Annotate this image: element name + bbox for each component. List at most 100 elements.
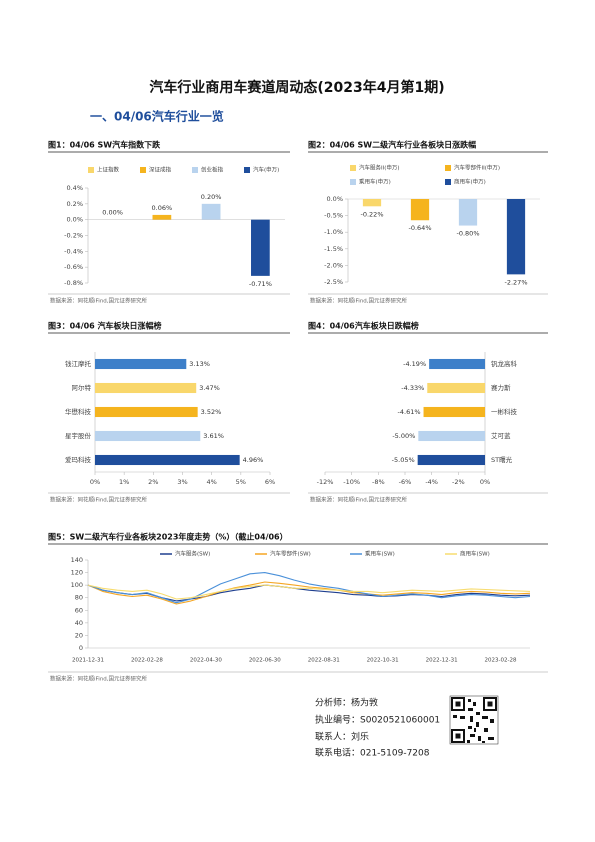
legend-swatch — [192, 167, 198, 173]
x-tick-label: -6% — [399, 478, 412, 486]
category-label: 钒龙高科 — [491, 359, 518, 368]
value-label: -0.80% — [457, 230, 480, 238]
y-tick-label: -0.5% — [324, 212, 343, 220]
category-label: ST曙光 — [491, 455, 513, 464]
y-tick-label: 0.4% — [66, 184, 83, 192]
x-tick-label: -2% — [452, 478, 465, 486]
value-label: 3.47% — [199, 384, 220, 392]
x-tick-label: 2022-08-31 — [308, 658, 340, 664]
y-tick-label: 60 — [75, 606, 83, 614]
value-label: -2.27% — [505, 278, 528, 286]
legend-swatch — [445, 179, 451, 185]
value-label: -5.00% — [392, 432, 415, 440]
bar — [95, 406, 198, 418]
legend-swatch — [244, 167, 250, 173]
x-tick-label: 1% — [119, 478, 129, 486]
legend-label: 上证指数 — [97, 166, 120, 174]
category-label: 钱江摩托 — [65, 359, 92, 368]
legend-label: 汽车零部件(SW) — [270, 550, 311, 558]
category-label: 星宇股份 — [65, 431, 92, 440]
y-tick-label: -2.0% — [324, 261, 343, 269]
bar — [427, 382, 485, 394]
legend-label: 汽车服务II(申万) — [359, 164, 400, 172]
qr-code — [449, 695, 499, 745]
value-label: 4.96% — [243, 456, 264, 464]
bar — [95, 454, 240, 466]
figure-caption: 图1：04/06 SW汽车指数下跌 — [48, 140, 161, 150]
legend-label: 汽车服务(SW) — [175, 550, 210, 558]
y-tick-label: 0.0% — [326, 195, 343, 203]
source-note: 数据来源：同花顺iFind,国元证券研究所 — [50, 297, 148, 305]
bar — [201, 203, 221, 220]
x-tick-label: 5% — [236, 478, 246, 486]
phone: 联系电话：021-5109-7208 — [315, 747, 430, 759]
y-tick-label: -1.0% — [324, 228, 343, 236]
y-tick-label: 0 — [79, 644, 83, 652]
bar — [152, 214, 172, 220]
value-label: -0.71% — [249, 280, 272, 288]
source-note: 数据来源：同花顺iFind,国元证券研究所 — [310, 297, 408, 305]
bar — [429, 358, 485, 370]
x-tick-label: 0% — [90, 478, 100, 486]
series-line — [87, 572, 531, 604]
value-label: -4.19% — [403, 360, 426, 368]
source-note: 数据来源：同花顺iFind,国元证券研究所 — [50, 496, 148, 504]
value-label: -4.33% — [401, 384, 424, 392]
bar — [506, 199, 526, 275]
x-tick-label: 2022-10-31 — [367, 658, 399, 664]
y-tick-label: 20 — [75, 631, 83, 639]
analyst: 分析师：杨为敩 — [315, 697, 378, 709]
bar — [251, 219, 270, 276]
y-tick-label: 0.2% — [66, 200, 83, 208]
bar — [410, 199, 430, 221]
bar — [423, 406, 485, 418]
y-tick-label: 40 — [75, 619, 83, 627]
category-label: 阿尔特 — [72, 383, 92, 392]
legend-label: 乘用车(申万) — [359, 178, 391, 186]
legend-swatch — [88, 167, 94, 173]
license: 执业编号：S0020521060001 — [315, 714, 440, 726]
category-label: 华懋科技 — [65, 407, 92, 416]
series-line — [87, 584, 531, 600]
category-label: 一彬科技 — [491, 407, 518, 416]
section-title: 一、04/06汽车行业一览 — [90, 109, 224, 124]
bar — [418, 430, 485, 442]
x-tick-label: 2022-04-30 — [190, 658, 222, 664]
y-tick-label: 100 — [71, 581, 83, 589]
x-tick-label: 2022-02-28 — [131, 658, 163, 664]
y-tick-label: -2.5% — [324, 278, 343, 286]
doc-title: 汽车行业商用车赛道周动态(2023年4月第1期) — [149, 79, 444, 96]
legend-swatch — [140, 167, 146, 173]
value-label: -0.22% — [361, 210, 384, 218]
value-label: 3.61% — [203, 432, 224, 440]
legend-label: 商用车(SW) — [460, 550, 490, 558]
x-tick-label: 0% — [480, 478, 490, 486]
bar — [362, 199, 382, 207]
figure-caption: 图5：SW二级汽车行业各板块2023年度走势（%）（截止04/06） — [48, 532, 288, 542]
bar — [95, 382, 197, 394]
y-tick-label: 120 — [71, 569, 83, 577]
legend-swatch — [445, 165, 451, 171]
source-note: 数据来源：同花顺iFind,国元证券研究所 — [310, 496, 408, 504]
x-tick-label: 2023-02-28 — [485, 658, 517, 664]
value-label: 3.52% — [201, 408, 222, 416]
x-tick-label: -4% — [425, 478, 438, 486]
value-label: -0.64% — [409, 224, 432, 232]
x-tick-label: -8% — [372, 478, 385, 486]
legend-label: 汽车零部件II(申万) — [454, 164, 500, 172]
value-label: 0.20% — [201, 193, 222, 201]
value-label: -4.61% — [398, 408, 421, 416]
bar — [95, 358, 187, 370]
legend-label: 乘用车(SW) — [365, 550, 395, 558]
y-tick-label: 0.0% — [66, 216, 83, 224]
x-tick-label: 2021-12-31 — [72, 658, 104, 664]
y-tick-label: -0.2% — [64, 232, 83, 240]
legend-label: 深证成指 — [149, 166, 172, 174]
series-line — [87, 581, 531, 605]
bar — [95, 430, 201, 442]
source-note: 数据来源：同花顺iFind,国元证券研究所 — [50, 675, 148, 683]
figure-caption: 图2：04/06 SW二级汽车行业各板块日涨跌幅 — [308, 140, 476, 150]
value-label: 0.06% — [152, 204, 173, 212]
